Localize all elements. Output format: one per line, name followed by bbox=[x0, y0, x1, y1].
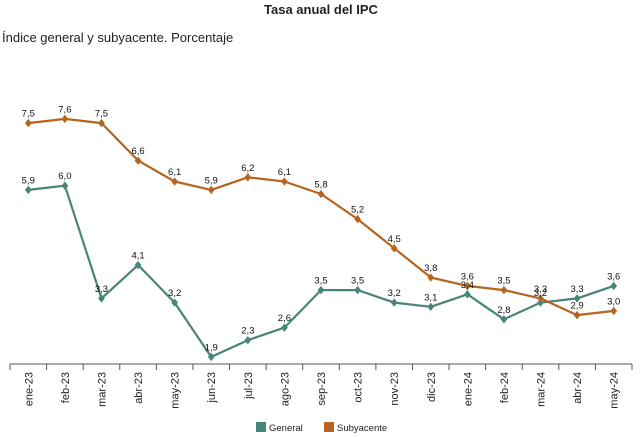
x-tick-label: oct-23 bbox=[353, 372, 365, 403]
data-label-general: 4,1 bbox=[131, 251, 144, 262]
data-label-general: 3,3 bbox=[95, 284, 108, 295]
data-point-general bbox=[573, 294, 581, 303]
x-tick-label: feb-24 bbox=[499, 372, 511, 403]
data-point-subyacente bbox=[573, 310, 581, 320]
x-tick-label: nov-23 bbox=[389, 372, 401, 406]
data-label-subyacente: 3,8 bbox=[424, 263, 437, 274]
data-point-subyacente bbox=[610, 306, 618, 316]
x-tick-label: may-23 bbox=[170, 372, 182, 409]
data-point-general bbox=[24, 185, 32, 195]
data-point-subyacente bbox=[171, 177, 179, 186]
data-label-subyacente: 3,0 bbox=[607, 296, 620, 307]
data-point-general bbox=[281, 323, 288, 332]
x-tick-label: sep-23 bbox=[316, 372, 328, 406]
data-point-general bbox=[61, 181, 69, 190]
data-label-subyacente: 7,5 bbox=[22, 109, 35, 120]
data-point-subyacente bbox=[500, 285, 508, 295]
data-point-general bbox=[390, 298, 398, 307]
x-tick-label: dic-23 bbox=[426, 372, 438, 402]
x-tick-label: ago-23 bbox=[279, 372, 291, 406]
data-point-subyacente bbox=[317, 189, 325, 199]
x-tick-label: ene-23 bbox=[23, 372, 35, 406]
data-point-subyacente bbox=[390, 244, 398, 253]
data-point-subyacente bbox=[427, 273, 435, 282]
data-point-general bbox=[463, 290, 471, 299]
data-point-general bbox=[134, 260, 142, 270]
data-point-general bbox=[610, 281, 618, 291]
data-label-subyacente: 6,6 bbox=[131, 146, 144, 157]
x-tick-label: feb-23 bbox=[60, 372, 72, 403]
data-point-general bbox=[354, 285, 361, 295]
data-label-general: 3,5 bbox=[351, 276, 364, 287]
data-label-subyacente: 6,1 bbox=[278, 167, 291, 178]
data-label-general: 2,6 bbox=[278, 313, 291, 324]
data-point-subyacente bbox=[244, 173, 252, 182]
data-point-subyacente bbox=[281, 177, 288, 186]
data-label-subyacente: 5,2 bbox=[351, 205, 364, 216]
data-label-general: 3,1 bbox=[424, 292, 437, 303]
data-point-subyacente bbox=[134, 156, 142, 165]
chart-subtitle: Índice general y subyacente. Porcentaje bbox=[2, 30, 234, 45]
data-label-general: 3,4 bbox=[461, 280, 474, 291]
data-label-general: 3,2 bbox=[534, 288, 547, 299]
legend-label-subyacente: Subyacente bbox=[337, 423, 387, 434]
data-label-subyacente: 4,5 bbox=[388, 234, 401, 245]
data-point-general bbox=[244, 335, 252, 345]
data-point-subyacente bbox=[207, 185, 215, 195]
x-tick-label: may-24 bbox=[609, 372, 621, 409]
data-label-general: 6,0 bbox=[58, 171, 71, 182]
x-tick-label: abr-24 bbox=[572, 372, 584, 404]
data-point-general bbox=[171, 298, 179, 307]
data-label-general: 3,3 bbox=[571, 284, 584, 295]
legend: General Subyacente bbox=[256, 422, 387, 434]
data-label-subyacente: 7,6 bbox=[58, 104, 71, 115]
x-tick-label: jun-23 bbox=[206, 372, 218, 404]
data-point-subyacente bbox=[354, 214, 361, 224]
data-label-subyacente: 3,5 bbox=[497, 276, 510, 287]
x-tick-label: mar-24 bbox=[536, 372, 548, 407]
legend-swatch-subyacente bbox=[324, 422, 334, 432]
data-point-general bbox=[207, 352, 215, 362]
data-point-subyacente bbox=[98, 118, 105, 128]
data-label-general: 3,2 bbox=[168, 288, 181, 299]
data-point-general bbox=[98, 294, 105, 303]
data-label-subyacente: 2,9 bbox=[571, 301, 584, 312]
data-point-subyacente bbox=[537, 294, 544, 303]
data-label-general: 2,3 bbox=[241, 326, 254, 337]
data-label-general: 3,2 bbox=[388, 288, 401, 299]
data-point-general bbox=[500, 315, 508, 324]
data-point-general bbox=[317, 285, 325, 295]
data-label-subyacente: 3,3 bbox=[534, 284, 547, 295]
data-label-subyacente: 6,2 bbox=[241, 163, 254, 174]
x-tick-label: mar-23 bbox=[96, 372, 108, 407]
chart-title: Tasa anual del IPC bbox=[264, 2, 378, 17]
data-label-subyacente: 7,5 bbox=[95, 109, 108, 120]
data-label-general: 3,6 bbox=[607, 271, 620, 282]
data-label-general: 1,9 bbox=[205, 342, 218, 353]
data-label-subyacente: 6,1 bbox=[168, 167, 181, 178]
series-line-general bbox=[28, 184, 615, 358]
data-point-subyacente bbox=[61, 114, 69, 124]
x-tick-label: jul-23 bbox=[243, 372, 255, 400]
data-label-subyacente: 5,9 bbox=[205, 175, 218, 186]
data-point-subyacente bbox=[463, 281, 471, 291]
legend-label-general: General bbox=[269, 423, 303, 434]
data-label-general: 5,9 bbox=[22, 175, 35, 186]
legend-swatch-general bbox=[256, 422, 266, 432]
x-tick-label: abr-23 bbox=[133, 372, 145, 404]
data-label-subyacente: 3,6 bbox=[461, 271, 474, 282]
data-label-general: 2,8 bbox=[497, 305, 510, 316]
data-label-general: 3,5 bbox=[314, 276, 327, 287]
data-label-subyacente: 5,8 bbox=[314, 180, 327, 191]
x-tick-label: ene-24 bbox=[462, 372, 474, 406]
data-point-subyacente bbox=[24, 118, 32, 128]
data-point-general bbox=[427, 302, 435, 311]
